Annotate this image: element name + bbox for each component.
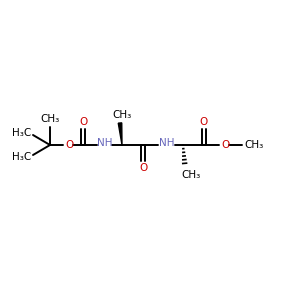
Text: O: O [139,163,147,173]
Text: H₃C: H₃C [12,128,32,138]
Text: CH₃: CH₃ [40,114,60,124]
Text: H₃C: H₃C [12,152,32,162]
Text: CH₃: CH₃ [112,110,132,120]
Text: NH: NH [159,138,175,148]
Text: O: O [79,117,87,127]
Text: O: O [222,140,230,150]
Text: CH₃: CH₃ [182,170,201,180]
Text: CH₃: CH₃ [244,140,264,150]
Text: O: O [66,140,74,150]
Text: NH: NH [97,138,113,148]
Polygon shape [118,123,122,145]
Text: O: O [200,117,208,127]
